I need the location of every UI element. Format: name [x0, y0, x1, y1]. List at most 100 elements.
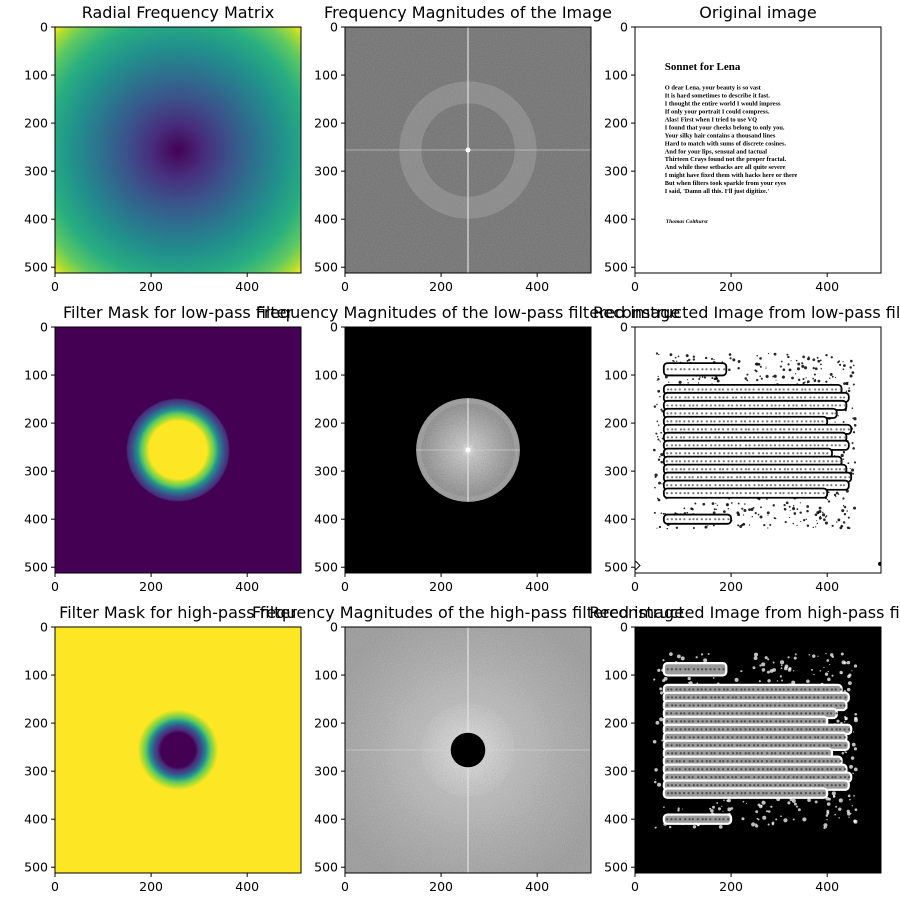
axes-frame — [634, 326, 882, 574]
y-tick-label: 400 — [24, 812, 48, 827]
y-tick-label: 0 — [330, 620, 338, 635]
x-tick-label: 0 — [341, 279, 349, 294]
image-area: Sonnet for Lena O dear Lena, your beauty … — [635, 27, 881, 273]
document-line: I said, 'Damn all this. I'll just digiti… — [665, 188, 770, 195]
document-line: Your silky hair contains a thousand line… — [665, 132, 776, 139]
subplot: 0 200 400 0 100 200 300 400 500 — [604, 620, 882, 894]
subplot: 0 200 400 0 100 200 300 400 500 — [314, 320, 592, 594]
y-tick-label: 500 — [24, 560, 48, 575]
y-tick-label: 400 — [314, 512, 338, 527]
y-tick-label: 300 — [24, 164, 48, 179]
y-tick-label: 0 — [330, 320, 338, 335]
image-area — [635, 327, 881, 573]
image-area — [55, 627, 301, 873]
y-tick-label: 400 — [604, 212, 628, 227]
axes-frame — [54, 326, 302, 574]
y-tick-label: 100 — [24, 68, 48, 83]
x-tick-label: 0 — [51, 279, 59, 294]
y-tick-label: 500 — [604, 860, 628, 875]
x-tick-label: 200 — [139, 279, 163, 294]
panel-title: Reconstructed Image from high-pass filte… — [589, 603, 900, 622]
subplot: 0 200 400 0 100 200 300 400 500 — [24, 320, 302, 594]
x-tick-label: 200 — [719, 579, 743, 594]
document-line: And while these setbacks are all quite s… — [665, 164, 786, 171]
panel-title: Filter Mask for high-pass filter — [59, 603, 297, 622]
document-line: But when filters took sparkle from your … — [665, 180, 787, 187]
axes-frame — [634, 26, 882, 274]
document-heading: Sonnet for Lena — [665, 61, 741, 73]
y-tick-label: 400 — [314, 212, 338, 227]
image-area — [345, 327, 591, 573]
image-area — [55, 327, 301, 573]
y-tick-label: 100 — [314, 68, 338, 83]
document-line: It is hard sometimes to describe it fast… — [665, 92, 770, 99]
x-tick-label: 0 — [341, 879, 349, 894]
y-tick-label: 100 — [604, 68, 628, 83]
y-tick-label: 500 — [24, 260, 48, 275]
y-tick-label: 200 — [24, 116, 48, 131]
y-tick-label: 0 — [620, 320, 628, 335]
y-tick-label: 100 — [314, 368, 338, 383]
x-tick-label: 0 — [51, 879, 59, 894]
axes-frame — [54, 626, 302, 874]
x-tick-label: 400 — [815, 879, 839, 894]
subplot: Sonnet for Lena O dear Lena, your beauty … — [604, 20, 882, 294]
x-tick-label: 400 — [235, 879, 259, 894]
x-tick-label: 0 — [631, 579, 639, 594]
image-area — [635, 627, 881, 873]
document-background — [635, 27, 881, 273]
y-tick-label: 400 — [24, 512, 48, 527]
x-tick-label: 200 — [429, 579, 453, 594]
x-tick-label: 0 — [51, 579, 59, 594]
document-line: Thirteen Crays found not the proper frac… — [665, 156, 787, 163]
dc-component — [465, 147, 471, 153]
y-tick-label: 0 — [620, 620, 628, 635]
y-tick-label: 400 — [314, 812, 338, 827]
panel-title: Radial Frequency Matrix — [82, 3, 275, 22]
mask-stopband — [137, 709, 219, 791]
y-tick-label: 0 — [40, 20, 48, 35]
y-tick-label: 100 — [24, 668, 48, 683]
reconstructed-text — [662, 662, 853, 825]
y-tick-label: 100 — [604, 368, 628, 383]
y-tick-label: 200 — [604, 416, 628, 431]
y-tick-label: 500 — [314, 260, 338, 275]
y-tick-label: 200 — [604, 716, 628, 731]
x-tick-label: 200 — [429, 879, 453, 894]
document-line: I might have fixed them with hacks here … — [665, 172, 798, 179]
y-tick-label: 100 — [604, 668, 628, 683]
document-line: And for your lips, sensual and tactual — [665, 148, 767, 155]
x-tick-label: 400 — [815, 279, 839, 294]
panel-title: Original image — [699, 3, 817, 22]
panel-title: Filter Mask for low-pass filter — [63, 303, 294, 322]
y-tick-label: 200 — [314, 116, 338, 131]
x-tick-label: 400 — [235, 579, 259, 594]
mask-passband — [126, 398, 230, 502]
axes-frame — [344, 326, 592, 574]
x-tick-label: 200 — [719, 879, 743, 894]
radial-heatmap — [55, 27, 301, 273]
y-tick-label: 500 — [604, 560, 628, 575]
y-tick-label: 200 — [24, 416, 48, 431]
y-tick-label: 0 — [40, 320, 48, 335]
x-tick-label: 0 — [631, 879, 639, 894]
y-tick-label: 300 — [604, 764, 628, 779]
y-tick-label: 0 — [40, 620, 48, 635]
document-line: Alas! First when I tried to use VQ — [665, 116, 757, 123]
y-tick-label: 300 — [314, 764, 338, 779]
y-tick-label: 200 — [314, 416, 338, 431]
y-tick-label: 100 — [24, 368, 48, 383]
subplot: 0 200 400 0 100 200 300 400 500 — [604, 320, 882, 594]
y-tick-label: 300 — [24, 764, 48, 779]
x-tick-label: 400 — [235, 279, 259, 294]
axes-frame — [54, 26, 302, 274]
y-tick-label: 500 — [604, 260, 628, 275]
x-tick-label: 200 — [719, 279, 743, 294]
document-line: O dear Lena, your beauty is so vast — [665, 84, 762, 91]
axes-frame — [634, 626, 882, 874]
subplot: 0 200 400 0 100 200 300 400 500 — [24, 20, 302, 294]
y-tick-label: 300 — [314, 464, 338, 479]
x-tick-label: 200 — [429, 279, 453, 294]
